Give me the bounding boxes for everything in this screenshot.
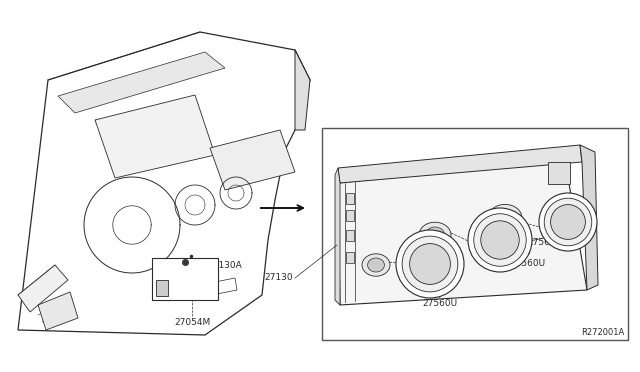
Bar [548, 162, 570, 184]
Circle shape [539, 193, 597, 251]
Ellipse shape [488, 204, 522, 232]
Bar [152, 258, 218, 300]
Circle shape [402, 236, 458, 292]
Text: R272001A: R272001A [580, 328, 624, 337]
Bar [346, 193, 354, 204]
Polygon shape [335, 168, 340, 305]
Polygon shape [18, 265, 68, 312]
Circle shape [544, 198, 592, 246]
Circle shape [474, 214, 526, 266]
Circle shape [481, 221, 519, 259]
Polygon shape [338, 160, 587, 305]
Bar [346, 210, 354, 221]
Circle shape [396, 230, 464, 298]
Ellipse shape [367, 258, 385, 272]
Polygon shape [38, 292, 78, 330]
Polygon shape [58, 52, 225, 113]
Polygon shape [338, 145, 582, 183]
Text: 27130: 27130 [264, 273, 293, 282]
Polygon shape [156, 280, 168, 296]
Circle shape [468, 208, 532, 272]
Polygon shape [18, 32, 310, 335]
Ellipse shape [495, 209, 515, 227]
Polygon shape [295, 50, 310, 130]
Text: 27130A: 27130A [207, 260, 242, 269]
Ellipse shape [362, 254, 390, 276]
Polygon shape [95, 95, 215, 178]
Polygon shape [210, 130, 295, 190]
Text: 27560U: 27560U [510, 259, 545, 267]
Ellipse shape [419, 222, 451, 248]
Text: 27560U: 27560U [422, 299, 458, 308]
Ellipse shape [426, 227, 445, 243]
Polygon shape [200, 278, 237, 297]
Bar [322, 128, 628, 340]
Text: 27560U: 27560U [527, 237, 562, 247]
Polygon shape [580, 145, 598, 290]
Text: 27054M: 27054M [174, 318, 210, 327]
Circle shape [550, 205, 586, 240]
Bar [346, 230, 354, 241]
Circle shape [410, 244, 451, 285]
Bar [346, 252, 354, 263]
